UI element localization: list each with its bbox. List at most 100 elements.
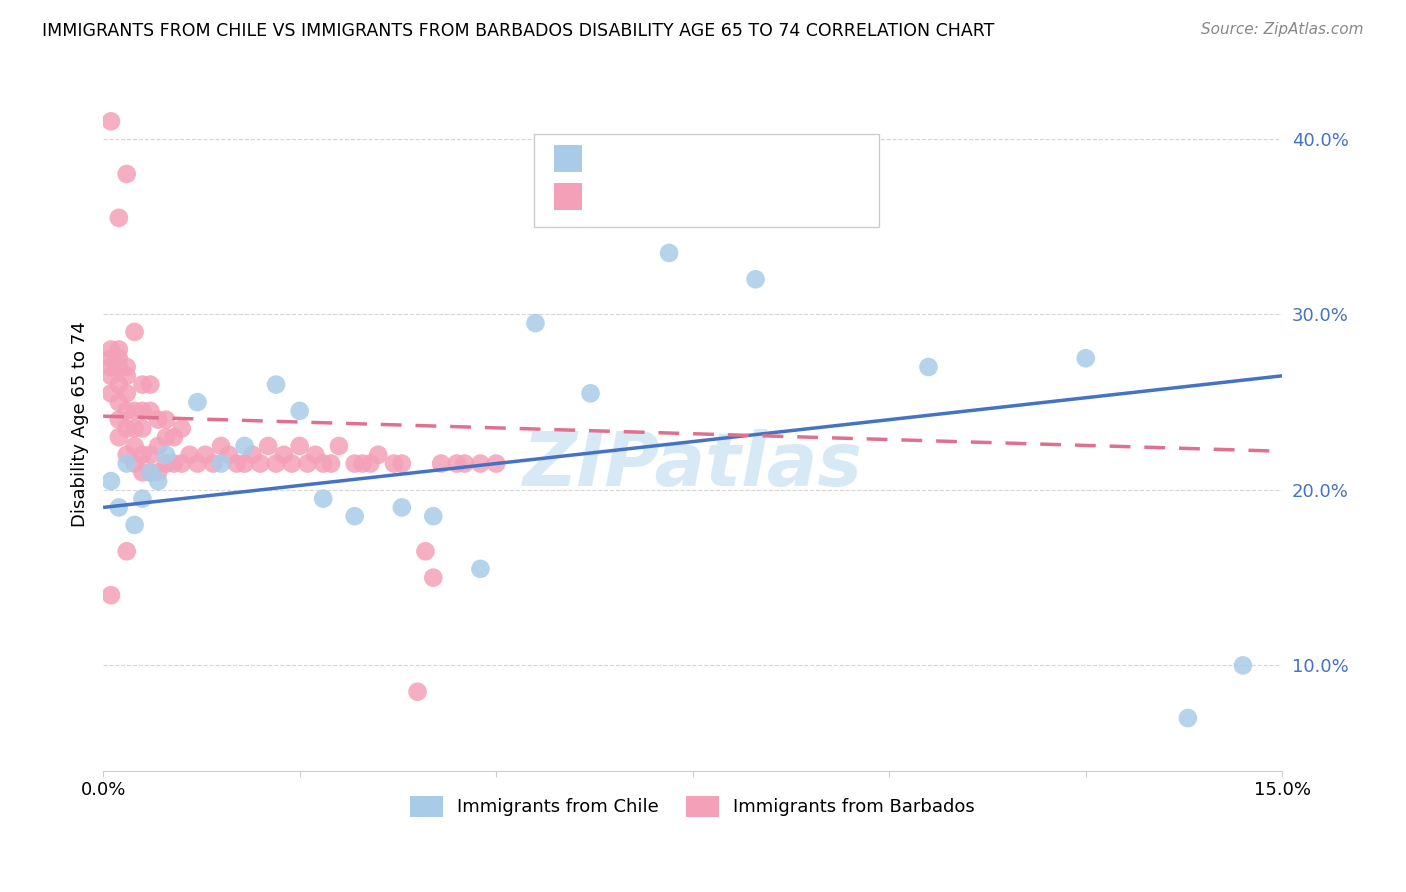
Point (170, 421, 193, 435)
Point (108, 343, 131, 357)
Text: R = -0.030   N = 82: R = -0.030 N = 82 (589, 187, 766, 205)
Point (100, 386, 122, 401)
Point (124, 518, 146, 533)
Point (257, 439, 280, 453)
Point (115, 421, 138, 435)
Point (108, 500, 131, 515)
Point (470, 562, 492, 576)
Point (139, 404, 162, 418)
Point (297, 457, 319, 471)
Point (124, 439, 146, 453)
Point (108, 211, 131, 225)
Point (131, 404, 153, 418)
Point (1074, 351, 1097, 366)
Point (328, 439, 350, 453)
Point (115, 457, 138, 471)
Point (312, 457, 335, 471)
Point (131, 491, 153, 506)
Point (304, 448, 326, 462)
Point (209, 457, 232, 471)
Point (131, 466, 153, 480)
Text: Source: ZipAtlas.com: Source: ZipAtlas.com (1201, 22, 1364, 37)
Point (139, 377, 162, 392)
Point (319, 457, 342, 471)
Point (209, 439, 232, 453)
Legend: Immigrants from Chile, Immigrants from Barbados: Immigrants from Chile, Immigrants from B… (404, 789, 983, 824)
Point (124, 325, 146, 339)
Point (406, 684, 429, 698)
Point (100, 474, 122, 488)
Point (115, 404, 138, 418)
Point (146, 474, 169, 488)
Point (233, 439, 256, 453)
Point (233, 457, 256, 471)
Point (179, 448, 201, 462)
Point (367, 448, 389, 462)
Point (131, 377, 153, 392)
Point (146, 412, 169, 426)
Text: ZIPatlas: ZIPatlas (523, 429, 863, 502)
Point (352, 457, 374, 471)
Point (100, 588, 122, 602)
Point (139, 448, 162, 462)
Point (108, 395, 131, 409)
Point (115, 386, 138, 401)
Text: R =  0.267   N = 26: R = 0.267 N = 26 (589, 150, 765, 168)
Point (391, 500, 413, 515)
Point (186, 457, 208, 471)
Point (108, 412, 131, 426)
Point (155, 430, 177, 444)
Point (100, 343, 122, 357)
Point (658, 246, 681, 260)
Point (124, 457, 146, 471)
Point (281, 457, 304, 471)
Point (524, 316, 547, 330)
Point (146, 466, 169, 480)
Point (194, 448, 217, 462)
Point (1177, 711, 1199, 725)
Point (108, 430, 131, 444)
Point (131, 448, 153, 462)
Point (249, 457, 271, 471)
Point (163, 430, 186, 444)
Point (100, 114, 122, 128)
Point (163, 457, 186, 471)
Point (264, 377, 287, 392)
Point (155, 412, 177, 426)
Point (115, 544, 138, 558)
Point (242, 448, 264, 462)
Point (422, 571, 444, 585)
Point (288, 439, 311, 453)
Point (139, 466, 162, 480)
Y-axis label: Disability Age 65 to 74: Disability Age 65 to 74 (72, 321, 89, 527)
Point (108, 359, 131, 374)
Point (264, 457, 287, 471)
Point (100, 359, 122, 374)
Point (391, 457, 413, 471)
Point (288, 404, 311, 418)
Point (108, 377, 131, 392)
Point (359, 457, 381, 471)
Point (155, 457, 177, 471)
Point (202, 457, 225, 471)
Point (470, 457, 492, 471)
Point (124, 421, 146, 435)
Point (100, 368, 122, 383)
Point (415, 544, 437, 558)
Point (146, 439, 169, 453)
Point (1232, 658, 1254, 673)
Point (312, 491, 335, 506)
Point (454, 457, 477, 471)
Point (124, 404, 146, 418)
Point (917, 359, 939, 374)
Point (343, 509, 366, 524)
Point (186, 395, 208, 409)
Point (422, 509, 444, 524)
Point (430, 457, 453, 471)
Point (155, 448, 177, 462)
Point (100, 351, 122, 366)
Point (115, 359, 138, 374)
Point (139, 466, 162, 480)
Point (218, 448, 240, 462)
Point (485, 457, 508, 471)
